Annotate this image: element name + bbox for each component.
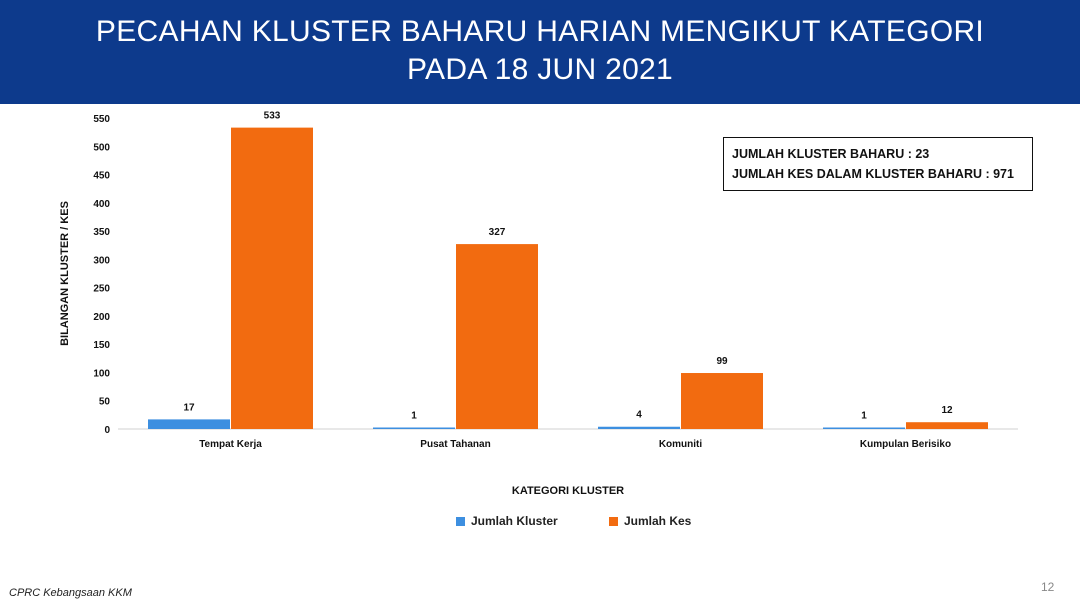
y-tick-label: 400: [93, 199, 110, 210]
legend-item-jumlah-kes: Jumlah Kes: [609, 514, 691, 528]
y-tick-label: 150: [93, 340, 110, 351]
summary-total-clusters: JUMLAH KLUSTER BAHARU : 23: [732, 147, 930, 161]
bar-jumlah-kes: [681, 373, 763, 429]
title-banner: PECAHAN KLUSTER BAHARU HARIAN MENGIKUT K…: [0, 0, 1080, 104]
bar-jumlah-kluster: [148, 419, 230, 429]
source-credit: CPRC Kebangsaan KKM: [9, 587, 132, 599]
data-label-jumlah-kes: 12: [941, 405, 953, 416]
bar-jumlah-kes: [231, 127, 313, 429]
y-axis-title: BILANGAN KLUSTER / KES: [59, 201, 71, 346]
summary-total-cases: JUMLAH KES DALAM KLUSTER BAHARU : 971: [732, 167, 1014, 181]
bar-jumlah-kluster: [598, 426, 680, 429]
summary-box: JUMLAH KLUSTER BAHARU : 23 JUMLAH KES DA…: [723, 137, 1033, 191]
y-tick-label: 300: [93, 255, 110, 266]
data-label-jumlah-kes: 327: [489, 227, 506, 238]
bar-jumlah-kluster: [373, 427, 455, 429]
x-tick-label: Kumpulan Berisiko: [860, 439, 951, 450]
y-tick-label: 500: [93, 142, 110, 153]
x-tick-label: Komuniti: [659, 439, 703, 450]
data-label-jumlah-kluster: 1: [861, 411, 867, 422]
title-line-2: PADA 18 JUN 2021: [406, 53, 674, 86]
bar-jumlah-kes: [906, 422, 988, 429]
y-tick-label: 100: [93, 368, 110, 379]
y-tick-label: 250: [93, 284, 110, 295]
data-label-jumlah-kes: 533: [264, 111, 281, 122]
x-axis-title: KATEGORI KLUSTER: [512, 485, 624, 497]
data-label-jumlah-kluster: 17: [183, 402, 195, 413]
legend-label-jumlah-kes: Jumlah Kes: [624, 514, 692, 528]
legend-swatch-jumlah-kes: [609, 516, 618, 526]
legend-item-jumlah-kluster: Jumlah Kluster: [456, 514, 558, 528]
y-tick-label: 0: [104, 425, 110, 436]
x-tick-label: Pusat Tahanan: [420, 439, 490, 450]
data-label-jumlah-kes: 99: [716, 356, 728, 367]
y-tick-label: 200: [93, 312, 110, 323]
legend-swatch-jumlah-kluster: [456, 516, 465, 526]
y-tick-label: 550: [93, 114, 110, 125]
bar-chart: 0 50 100 150 200 250 300 350 400 450 500 550 17 533 Te…: [59, 111, 1018, 497]
x-tick-label: Tempat Kerja: [199, 439, 262, 450]
legend-label-jumlah-kluster: Jumlah Kluster: [471, 514, 558, 528]
title-line-1: PECAHAN KLUSTER BAHARU HARIAN MENGIKUT K…: [95, 15, 985, 48]
bar-jumlah-kluster: [823, 427, 905, 429]
chart-legend: Jumlah Kluster Jumlah Kes: [0, 514, 1080, 532]
bar-jumlah-kes: [456, 244, 538, 429]
data-label-jumlah-kluster: 4: [636, 410, 642, 421]
y-tick-label: 450: [93, 171, 110, 182]
y-tick-label: 50: [99, 397, 111, 408]
page-number: 12: [1041, 580, 1055, 594]
data-label-jumlah-kluster: 1: [411, 411, 417, 422]
y-tick-label: 350: [93, 227, 110, 238]
